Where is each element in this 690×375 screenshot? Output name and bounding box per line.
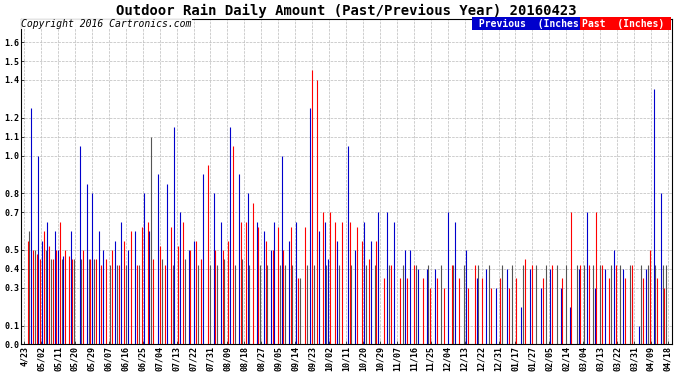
Title: Outdoor Rain Daily Amount (Past/Previous Year) 20160423: Outdoor Rain Daily Amount (Past/Previous… (116, 4, 576, 18)
Text: Copyright 2016 Cartronics.com: Copyright 2016 Cartronics.com (21, 20, 192, 30)
Text: Past  (Inches): Past (Inches) (582, 19, 670, 29)
Text: Previous  (Inches): Previous (Inches) (473, 19, 591, 29)
